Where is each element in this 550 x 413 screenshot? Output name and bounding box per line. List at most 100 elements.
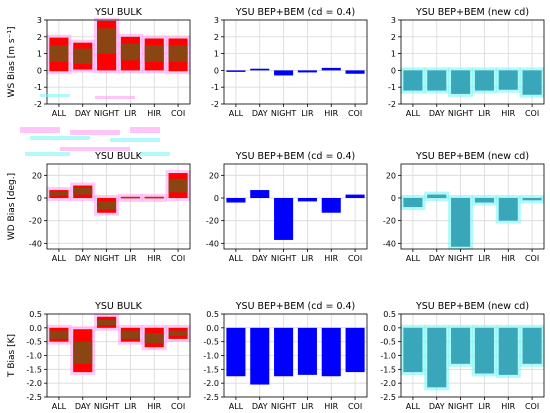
panel-1-3-xtick-label: DAY xyxy=(429,109,445,118)
panel-1-2-ytick-label: 3 xyxy=(214,16,219,25)
panel-3-1-ytick-label: 0.0 xyxy=(29,324,42,333)
panel-2-1-bar-inner xyxy=(73,187,93,195)
panel-3-2-xtick-label: LIR xyxy=(301,402,314,411)
panel-3-1-bar-inner xyxy=(168,330,188,337)
panel-2-1-ytick-label: -20 xyxy=(29,217,42,226)
panel-2-1-bar-inner xyxy=(49,191,69,196)
artifact-stripe xyxy=(60,147,130,151)
panel-1-2-ytick-label: 0 xyxy=(214,66,219,75)
panel-1-3-ytick-label: 2 xyxy=(391,33,396,42)
panel-3-1-xtick-label: NIGHT xyxy=(94,402,120,411)
panel-3-3-xtick-label: NIGHT xyxy=(448,402,474,411)
panel-2-2-xtick-label: COI xyxy=(348,254,362,263)
panel-3-3-ytick-label: 0.5 xyxy=(383,310,396,319)
panel-1-3-xtick-label: COI xyxy=(525,109,539,118)
panel-1-1-xtick-label: HIR xyxy=(147,109,161,118)
panel-1-1-ytick-label: -2 xyxy=(34,100,42,109)
panel-2-3-bar-all xyxy=(403,198,423,208)
panel-3-2-ytick-label: -1.0 xyxy=(203,352,219,361)
artifact-stripe xyxy=(95,96,135,99)
panel-1-1-bar-inner xyxy=(168,45,188,62)
panel-1-2-title: YSU BEP+BEM (cd = 0.4) xyxy=(235,7,356,18)
panel-1-3-xtick-label: NIGHT xyxy=(448,109,474,118)
panel-3-2-title: YSU BEP+BEM (cd = 0.4) xyxy=(235,301,356,312)
panel-2-3-xtick-label: ALL xyxy=(406,254,421,263)
panel-3-1-bar-inner xyxy=(144,333,164,344)
panel-1-2-plot-area xyxy=(224,20,367,104)
panel-2-2-xtick-label: HIR xyxy=(324,254,338,263)
panel-3-3-bar-all xyxy=(403,327,423,373)
artifact-stripe xyxy=(130,127,160,133)
panel-1-1-ylabel: WS Bias [m s⁻¹] xyxy=(7,27,17,98)
panel-3-3-xtick-label: COI xyxy=(525,402,539,411)
panel-3-3-ytick-label: -0.5 xyxy=(380,338,396,347)
panel-2-2-ytick-label: -40 xyxy=(206,239,219,248)
panel-3-3-title: YSU BEP+BEM (new cd) xyxy=(415,301,529,312)
panel-1-1-ytick-label: -1 xyxy=(34,83,42,92)
panel-1-3-ytick-label: 0 xyxy=(391,66,396,75)
panel-3-2-bar-day xyxy=(250,327,270,385)
panel-3-2-ytick-label: 0.5 xyxy=(206,310,219,319)
panel-2-2-bar-lir xyxy=(297,198,317,202)
panel-2-2-ytick-label: 20 xyxy=(209,171,219,180)
panel-1-2-ytick-label: 2 xyxy=(214,33,219,42)
panel-1-2-bar-night xyxy=(274,70,294,76)
panel-3-1-xtick-label: LIR xyxy=(124,402,137,411)
artifact-stripe xyxy=(110,138,160,142)
panel-3-1-xtick-label: DAY xyxy=(75,402,91,411)
panel-2-3-bar-day xyxy=(427,194,447,198)
panel-3-2-bar-hir xyxy=(321,327,341,377)
panel-1-3-ytick-label: -1 xyxy=(388,83,396,92)
panel-3-3-ytick-label: -1.0 xyxy=(380,352,396,361)
panel-2-3-xtick-label: DAY xyxy=(429,254,445,263)
panel-1-2-bar-hir xyxy=(321,67,341,71)
panel-1-1-ytick-label: 1 xyxy=(37,50,42,59)
panel-2-3-xtick-label: NIGHT xyxy=(448,254,474,263)
panel-1-1-bar-inner xyxy=(144,45,164,62)
panel-1-1-xtick-label: ALL xyxy=(52,109,67,118)
panel-1-1-bar-inner xyxy=(97,28,117,54)
panel-3-2-xtick-label: ALL xyxy=(229,402,244,411)
artifact-stripe xyxy=(30,136,90,140)
panel-1-1-xtick-label: NIGHT xyxy=(94,109,120,118)
panel-1-2-xtick-label: COI xyxy=(348,109,362,118)
panel-1-2-bar-all xyxy=(226,70,246,72)
panel-1-2-xtick-label: NIGHT xyxy=(271,109,297,118)
panel-1-3-bar-hir xyxy=(498,70,518,90)
panel-2-2-bar-all xyxy=(226,198,246,203)
panel-2-2-xtick-label: LIR xyxy=(301,254,314,263)
panel-2-1-bar-inner xyxy=(120,196,140,199)
panel-3-2-xtick-label: NIGHT xyxy=(271,402,297,411)
panel-1-1-xtick-label: COI xyxy=(171,109,185,118)
artifact-stripe xyxy=(40,94,70,97)
panel-3-1-ylabel: T Bias [K] xyxy=(7,334,17,378)
artifact-stripe xyxy=(25,152,70,156)
panel-1-3-ytick-label: 3 xyxy=(391,16,396,25)
panel-1-1-ytick-label: 2 xyxy=(37,33,42,42)
panel-1-1-xtick-label: DAY xyxy=(75,109,91,118)
panel-3-3-bar-coi xyxy=(522,327,542,364)
panel-2-1-xtick-label: HIR xyxy=(147,254,161,263)
panel-1-3-xtick-label: ALL xyxy=(406,109,421,118)
panel-2-3-axes-frame xyxy=(400,163,545,250)
panel-1-3-xtick-label: HIR xyxy=(501,109,515,118)
panel-1-2-xtick-label: HIR xyxy=(324,109,338,118)
panel-3-1-ytick-label: 0.5 xyxy=(29,310,42,319)
panel-2-1-bar-inner xyxy=(144,196,164,199)
panel-1-2-axes-frame xyxy=(223,19,368,105)
panel-3-2-xtick-label: HIR xyxy=(324,402,338,411)
panel-2-1-xtick-label: LIR xyxy=(124,254,137,263)
panel-3-1-xtick-label: HIR xyxy=(147,402,161,411)
panel-1-3-bar-lir xyxy=(474,70,494,91)
panel-2-3-bar-lir xyxy=(474,198,494,203)
panel-3-3-ytick-label: -2.0 xyxy=(380,379,396,388)
panel-3-2-bar-coi xyxy=(345,327,365,373)
panel-2-2-xtick-label: DAY xyxy=(252,254,268,263)
panel-1-3-bar-coi xyxy=(522,70,542,95)
panel-1-2-ytick-label: -2 xyxy=(211,100,219,109)
panel-2-3-bar-coi xyxy=(522,198,542,201)
panel-3-1-ytick-label: -2.0 xyxy=(26,379,42,388)
panel-3-1-ytick-label: -1.0 xyxy=(26,352,42,361)
panel-1-2-ytick-label: 1 xyxy=(214,50,219,59)
